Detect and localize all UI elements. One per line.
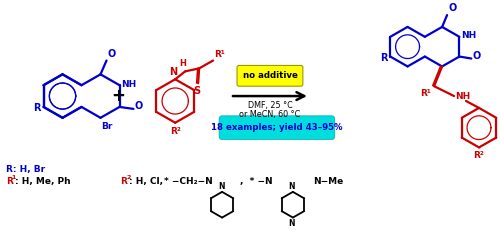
Text: NH: NH bbox=[455, 92, 470, 101]
Text: O: O bbox=[448, 3, 456, 13]
Text: O: O bbox=[108, 49, 116, 59]
FancyBboxPatch shape bbox=[219, 116, 335, 140]
Text: R²: R² bbox=[170, 127, 180, 136]
Text: 2: 2 bbox=[126, 175, 130, 180]
Text: DMF, 25 °C: DMF, 25 °C bbox=[248, 101, 292, 110]
Text: ,  * −N: , * −N bbox=[240, 177, 272, 186]
Text: R: R bbox=[120, 177, 127, 186]
Text: R: R bbox=[380, 53, 388, 63]
Text: * −CH₂−N: * −CH₂−N bbox=[164, 177, 213, 186]
Text: O: O bbox=[472, 51, 480, 60]
Text: or MeCN, 60 °C: or MeCN, 60 °C bbox=[240, 110, 300, 119]
Text: +: + bbox=[112, 87, 126, 105]
Text: no additive: no additive bbox=[242, 71, 298, 80]
Text: NH: NH bbox=[122, 80, 137, 89]
Text: N: N bbox=[169, 67, 177, 77]
Text: R: R bbox=[6, 177, 12, 186]
Text: N: N bbox=[218, 182, 224, 191]
FancyBboxPatch shape bbox=[237, 65, 303, 86]
Text: 1: 1 bbox=[12, 175, 16, 180]
Text: H: H bbox=[179, 60, 186, 68]
Text: NH: NH bbox=[462, 31, 476, 40]
Text: : H, Cl,: : H, Cl, bbox=[130, 177, 164, 186]
Text: 18 examples; yield 43–95%: 18 examples; yield 43–95% bbox=[211, 123, 342, 132]
Text: N: N bbox=[288, 218, 295, 228]
Text: N: N bbox=[288, 182, 295, 191]
Text: R¹: R¹ bbox=[214, 49, 225, 59]
Text: O: O bbox=[134, 101, 142, 111]
Text: S: S bbox=[194, 86, 200, 96]
Text: R: H, Br: R: H, Br bbox=[6, 165, 45, 174]
Text: R²: R² bbox=[474, 151, 484, 160]
Text: Br: Br bbox=[102, 122, 113, 131]
Text: R: R bbox=[33, 103, 40, 113]
Text: : H, Me, Ph: : H, Me, Ph bbox=[14, 177, 70, 186]
Text: N−Me: N−Me bbox=[313, 177, 343, 186]
Text: R¹: R¹ bbox=[420, 89, 431, 98]
